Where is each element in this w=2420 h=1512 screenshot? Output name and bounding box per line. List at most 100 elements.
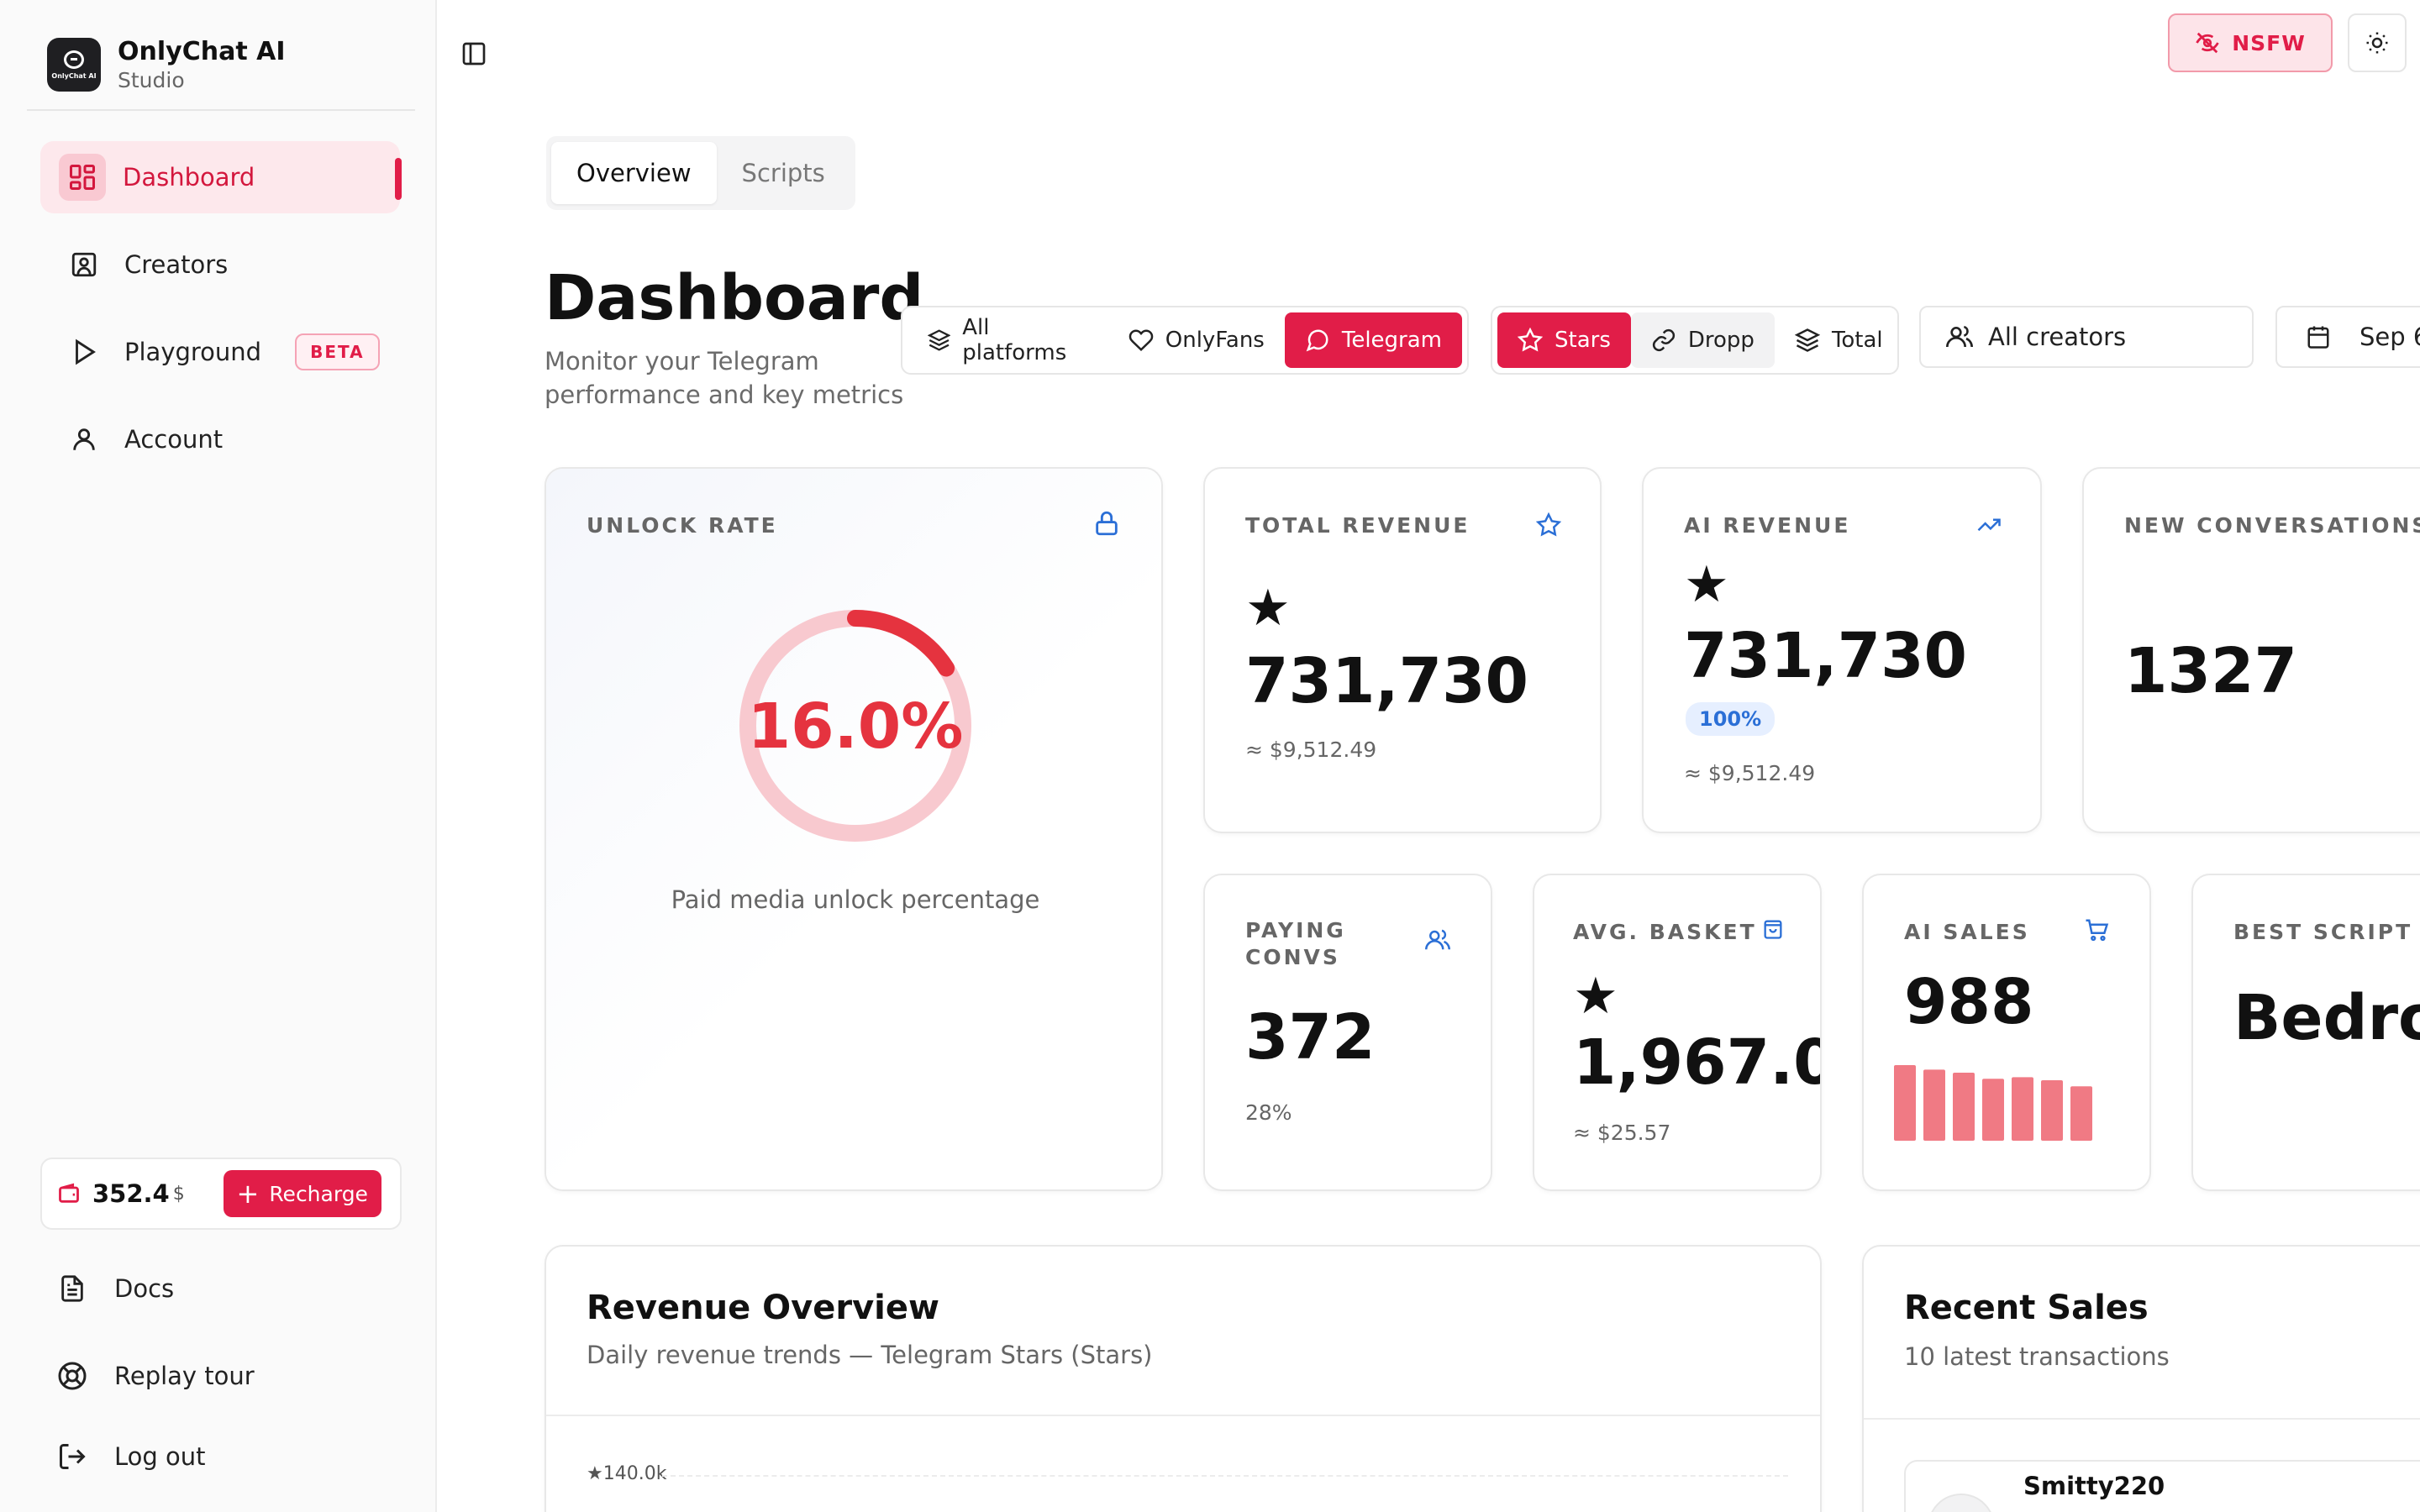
platform-filter: All platforms OnlyFans Telegram: [901, 306, 1469, 375]
ai-sales-bar: [2041, 1080, 2063, 1141]
active-indicator: [395, 158, 402, 200]
nsfw-label: NSFW: [2232, 30, 2306, 55]
user-icon: [60, 416, 108, 463]
beta-badge: BETA: [295, 333, 380, 370]
recharge-label: Recharge: [269, 1181, 368, 1206]
eye-off-icon: [2196, 32, 2219, 54]
avatar: [1928, 1494, 1995, 1512]
list-item[interactable]: Smitty220: [1904, 1460, 2420, 1512]
section-title: Revenue Overview: [587, 1289, 939, 1327]
avg-basket-value: 1,967.0: [1573, 1026, 1822, 1099]
section-title: Recent Sales: [1904, 1289, 2149, 1327]
sidebar-item-label: Docs: [114, 1274, 175, 1303]
calendar-icon: [2307, 326, 2329, 349]
wallet-amount: 352.4: [92, 1179, 170, 1208]
platform-all-button[interactable]: All platforms: [908, 312, 1108, 368]
divider: [27, 109, 415, 111]
unlock-rate-value: 16.0%: [747, 690, 964, 763]
ai-sales-sparkbars: [1894, 1065, 2092, 1141]
unlock-rate-card: UNLOCK RATE 16.0% Paid media unlock perc…: [544, 467, 1163, 1191]
sidebar-item-docs[interactable]: Docs: [55, 1272, 174, 1305]
heart-icon: [1128, 329, 1153, 351]
total-revenue-value: 731,730: [1245, 645, 1529, 717]
ai-sales-bar: [2012, 1077, 2033, 1141]
sidebar-item-label: Playground: [124, 338, 262, 366]
sidebar-item-dashboard[interactable]: Dashboard: [40, 141, 400, 213]
tab-overview[interactable]: Overview: [551, 142, 717, 204]
chart-y-tick: ★140.0k: [587, 1463, 667, 1484]
currency-filter: Stars Dropp Total: [1491, 306, 1899, 375]
sidebar: OnlyChat AI OnlyChat AI Studio Dashboard…: [0, 0, 437, 1512]
stars-currency-symbol: ★: [1573, 967, 1618, 1026]
date-range-picker[interactable]: Sep 6: [2275, 306, 2420, 368]
ai-sales-bar: [1953, 1073, 1975, 1141]
ai-sales-card: AI SALES 988: [1862, 874, 2151, 1191]
revenue-overview-card: Revenue Overview Daily revenue trends — …: [544, 1245, 1822, 1512]
card-label: PAYING CONVS: [1245, 918, 1346, 969]
ai-sales-bar: [1982, 1079, 2004, 1141]
users-icon: [1946, 325, 1973, 348]
ai-revenue-usd: ≈ $9,512.49: [1684, 761, 1816, 785]
sidebar-item-label: Replay tour: [114, 1362, 255, 1390]
section-subtitle: 10 latest transactions: [1904, 1342, 2170, 1371]
sidebar-item-label: Log out: [114, 1442, 206, 1471]
theme-toggle-button[interactable]: [2348, 13, 2407, 72]
sun-icon: [2366, 32, 2388, 54]
layers-icon: [928, 329, 951, 351]
currency-stars-button[interactable]: Stars: [1497, 312, 1631, 368]
plus-icon: +: [236, 1178, 260, 1210]
creator-select[interactable]: All creators: [1919, 306, 2254, 368]
doc-icon: [55, 1272, 89, 1305]
brand-logo-text: OnlyChat AI: [51, 71, 97, 80]
ai-revenue-value: 731,730: [1684, 620, 1968, 692]
platform-onlyfans-button[interactable]: OnlyFans: [1108, 312, 1285, 368]
stars-currency-symbol: ★: [1245, 579, 1291, 638]
sidebar-item-logout[interactable]: Log out: [55, 1440, 206, 1473]
avg-basket-card: AVG. BASKET ★ 1,967.0 ≈ $25.57: [1533, 874, 1822, 1191]
recharge-button[interactable]: + Recharge: [223, 1170, 381, 1217]
logout-icon: [55, 1440, 89, 1473]
ai-revenue-card: AI REVENUE ★ 731,730 100% ≈ $9,512.49: [1642, 467, 2042, 833]
brand[interactable]: OnlyChat AI OnlyChat AI Studio: [47, 37, 285, 92]
sidebar-item-replay-tour[interactable]: Replay tour: [55, 1359, 255, 1393]
card-label: BEST SCRIPT: [2233, 920, 2413, 944]
chart-gridline: [662, 1475, 1788, 1477]
card-label: AI SALES: [1904, 920, 2030, 944]
sidebar-toggle-button[interactable]: [455, 35, 492, 72]
sidebar-item-account[interactable]: Account: [40, 403, 400, 475]
platform-telegram-button[interactable]: Telegram: [1284, 312, 1462, 368]
wallet-currency: $: [172, 1183, 185, 1205]
paying-convs-rate: 28%: [1245, 1100, 1292, 1125]
grid-icon: [59, 154, 106, 201]
page-subtitle: Monitor your Telegram performance and ke…: [544, 347, 904, 409]
currency-dropp-button[interactable]: Dropp: [1630, 312, 1775, 368]
stars-currency-symbol: ★: [1684, 555, 1729, 614]
sidebar-item-label: Dashboard: [123, 163, 255, 192]
page-title: Dashboard: [544, 262, 924, 334]
play-icon: [60, 328, 108, 375]
tab-scripts[interactable]: Scripts: [741, 159, 825, 187]
new-conversations-value: 1327: [2124, 635, 2297, 707]
sidebar-item-creators[interactable]: Creators: [40, 228, 400, 301]
star-icon: [1535, 512, 1562, 541]
unlock-rate-gauge: [739, 610, 971, 842]
currency-total-button[interactable]: Total: [1775, 312, 1903, 368]
sale-customer-name: Smitty220: [2023, 1472, 2165, 1500]
bot-icon: [64, 50, 84, 69]
brand-subtitle: Studio: [118, 68, 185, 92]
section-subtitle: Daily revenue trends — Telegram Stars (S…: [587, 1341, 1153, 1369]
panel-left-icon: [462, 42, 486, 66]
card-label: AVG. BASKET: [1573, 920, 1757, 944]
divider: [546, 1415, 1820, 1416]
nsfw-toggle-button[interactable]: NSFW: [2168, 13, 2333, 72]
contact-icon: [60, 241, 108, 288]
ai-sales-value: 988: [1904, 966, 2034, 1038]
layers-icon: [1794, 328, 1820, 352]
sidebar-item-playground[interactable]: Playground BETA: [40, 316, 400, 388]
trending-up-icon: [1976, 512, 2002, 541]
brand-logo: OnlyChat AI: [47, 38, 101, 92]
sidebar-item-label: Account: [124, 425, 224, 454]
total-revenue-card: TOTAL REVENUE ★ 731,730 ≈ $9,512.49: [1203, 467, 1602, 833]
ai-sales-bar: [1894, 1065, 1916, 1141]
platform-telegram-label: Telegram: [1341, 328, 1442, 353]
